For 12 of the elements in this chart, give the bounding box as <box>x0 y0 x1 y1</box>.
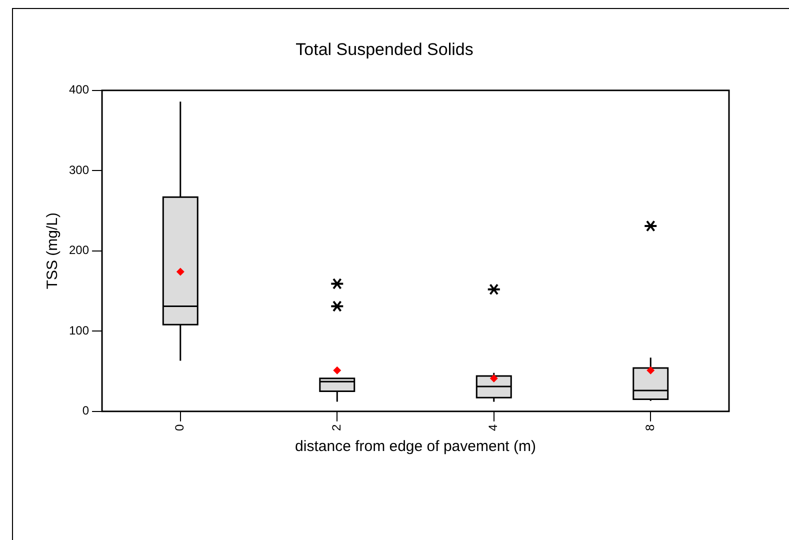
y-tick-label: 200 <box>68 243 90 258</box>
x-axis-title: distance from edge of pavement (m) <box>295 438 536 456</box>
chart-title: Total Suspended Solids <box>296 40 474 59</box>
y-tick-label: 300 <box>68 162 90 177</box>
x-tick-label: 2 <box>329 424 344 432</box>
y-axis-title: TSS (mg/L) <box>44 212 62 290</box>
x-tick-label: 8 <box>642 424 657 432</box>
y-tick-label: 0 <box>82 404 90 418</box>
y-tick-label: 100 <box>68 323 90 338</box>
x-tick-label: 4 <box>486 424 500 432</box>
x-tick-label: 0 <box>172 424 187 432</box>
y-tick-label: 400 <box>68 82 90 97</box>
